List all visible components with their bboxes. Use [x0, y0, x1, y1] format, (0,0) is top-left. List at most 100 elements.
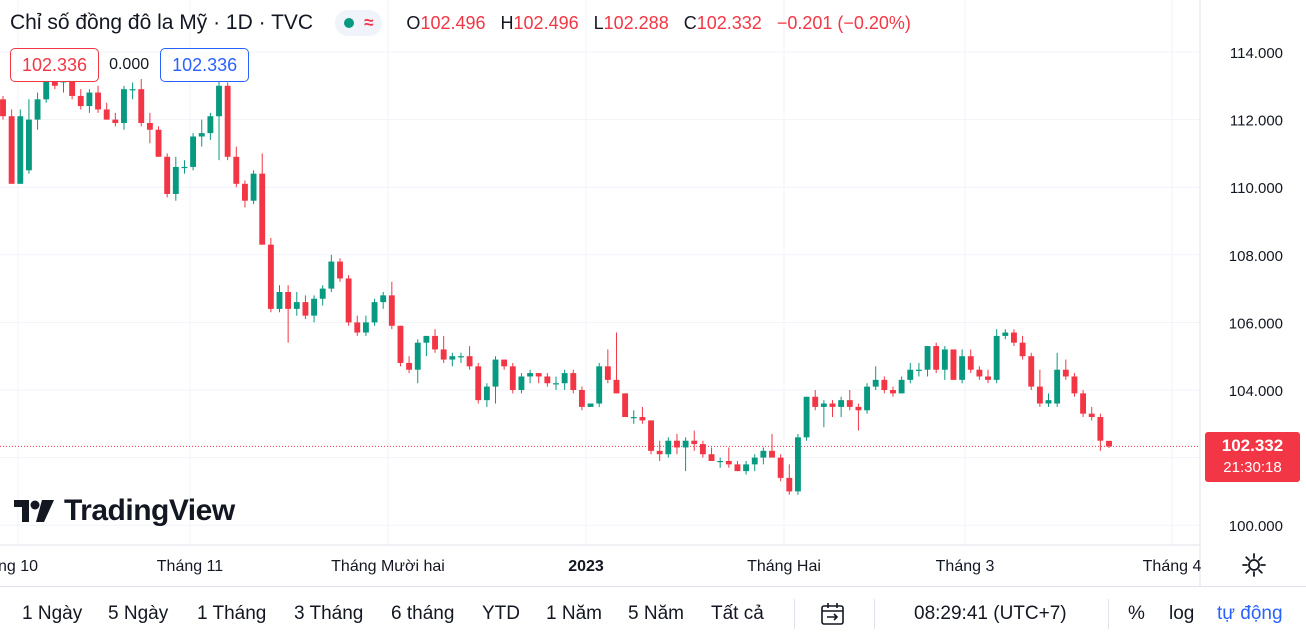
candle — [829, 400, 836, 418]
x-tick-label: Tháng 11 — [157, 558, 224, 575]
toolbar-separator — [1108, 599, 1109, 629]
range-6m-button[interactable]: 6 tháng — [391, 603, 455, 624]
toolbar-separator — [794, 599, 795, 629]
candle-body — [604, 366, 611, 380]
candle-body — [682, 440, 689, 448]
candle-body — [648, 420, 654, 451]
x-tick-label: Tháng 3 — [936, 558, 995, 575]
range-5y-button[interactable]: 5 Năm — [628, 603, 684, 624]
x-tick-label: Tháng 4 — [1143, 558, 1202, 575]
candle — [475, 362, 482, 404]
candle-body — [475, 366, 482, 401]
candle-body — [466, 356, 473, 367]
candle-body — [397, 325, 404, 363]
chart-canvas[interactable]: 114.000 112.000 110.000 108.000 106.000 104.0… — [0, 0, 1306, 586]
candle — [1002, 329, 1009, 340]
candle — [941, 346, 948, 380]
candle-body — [535, 373, 542, 377]
range-3m-button[interactable]: 3 Tháng — [294, 603, 364, 624]
market-status-pill[interactable]: ≈ — [335, 10, 383, 36]
candle-body — [198, 133, 205, 137]
candle — [846, 390, 853, 411]
candle — [319, 285, 326, 306]
candle — [224, 82, 231, 161]
candle-body — [146, 122, 153, 130]
range-1y-button[interactable]: 1 Năm — [546, 603, 602, 624]
candle-body — [760, 450, 767, 458]
candle-body — [1019, 342, 1026, 357]
candle-body — [501, 359, 508, 367]
candle-body — [458, 356, 464, 358]
sell-button[interactable]: 102.336 — [10, 48, 100, 82]
range-1d-button[interactable]: 1 Ngày — [22, 603, 83, 624]
candle-body — [985, 376, 991, 380]
candle-body — [17, 116, 24, 184]
candle — [1062, 359, 1069, 380]
candle-body — [345, 278, 352, 323]
candle-body — [630, 417, 637, 419]
candle-body — [1045, 400, 1052, 404]
y-tick-label: 106.000 — [1229, 315, 1283, 332]
candle-body — [34, 99, 41, 120]
candle — [1045, 393, 1052, 407]
y-tick-label: 108.000 — [1229, 248, 1283, 265]
candles-group — [0, 68, 1112, 495]
candle-body — [181, 166, 188, 169]
candle-body — [786, 477, 793, 492]
candle — [181, 160, 188, 174]
candle-body — [25, 119, 32, 171]
candle-body — [69, 79, 76, 96]
open-value: 102.496 — [420, 12, 486, 33]
delayed-data-icon: ≈ — [364, 13, 374, 32]
candle-body — [423, 335, 430, 343]
timezone-button[interactable]: 08:29:41 (UTC+7) — [914, 603, 1067, 624]
y-axis-ticks: 114.000 112.000 110.000 108.000 106.000 104.0… — [1229, 45, 1283, 535]
candle — [838, 396, 845, 418]
candle-body — [639, 417, 646, 421]
range-5d-button[interactable]: 5 Ngày — [108, 603, 169, 624]
log-scale-button[interactable]: log — [1169, 603, 1195, 624]
candle — [198, 119, 205, 147]
candle — [959, 349, 966, 384]
y-tick-label: 114.000 — [1230, 45, 1283, 62]
candle — [1036, 369, 1043, 407]
candle — [138, 79, 145, 127]
candle-body — [725, 460, 732, 465]
percent-scale-button[interactable]: % — [1128, 603, 1145, 624]
candle-body — [1106, 440, 1112, 447]
candle-body — [872, 379, 879, 387]
candle — [622, 393, 629, 418]
candle — [276, 285, 283, 313]
candle — [492, 356, 499, 404]
candle — [458, 352, 464, 363]
candle-body — [924, 346, 931, 370]
symbol-title[interactable]: Chỉ số đồng đô la Mỹ · 1D · TVC — [10, 11, 314, 34]
candle-body — [250, 173, 257, 201]
candle-body — [1088, 413, 1095, 418]
x-tick-label: ng 10 — [0, 558, 38, 575]
range-ytd-button[interactable]: YTD — [482, 603, 520, 624]
candle-body — [881, 379, 888, 390]
candle-body — [172, 166, 179, 194]
candle — [544, 373, 551, 387]
candle-body — [138, 89, 145, 123]
candle-body — [890, 390, 896, 394]
high-label: H — [500, 12, 514, 33]
candle-body — [794, 437, 801, 492]
auto-scale-button[interactable]: tự động — [1217, 603, 1283, 624]
candle — [0, 95, 6, 120]
range-1m-button[interactable]: 1 Tháng — [197, 603, 267, 624]
tradingview-logo[interactable]: TradingView — [12, 494, 235, 528]
candle-body — [1071, 376, 1078, 394]
y-tick-label: 104.000 — [1229, 383, 1283, 400]
buy-button[interactable]: 102.336 — [160, 48, 250, 82]
candle-body — [77, 95, 84, 107]
candle-body — [354, 322, 361, 333]
settings-gear-icon[interactable] — [1240, 551, 1268, 579]
candle — [1011, 329, 1017, 347]
y-tick-label: 112.000 — [1230, 113, 1283, 130]
range-all-button[interactable]: Tất cả — [711, 603, 764, 624]
candle-body — [224, 85, 231, 157]
date-range-icon[interactable] — [819, 602, 847, 628]
candle-body — [691, 440, 698, 445]
